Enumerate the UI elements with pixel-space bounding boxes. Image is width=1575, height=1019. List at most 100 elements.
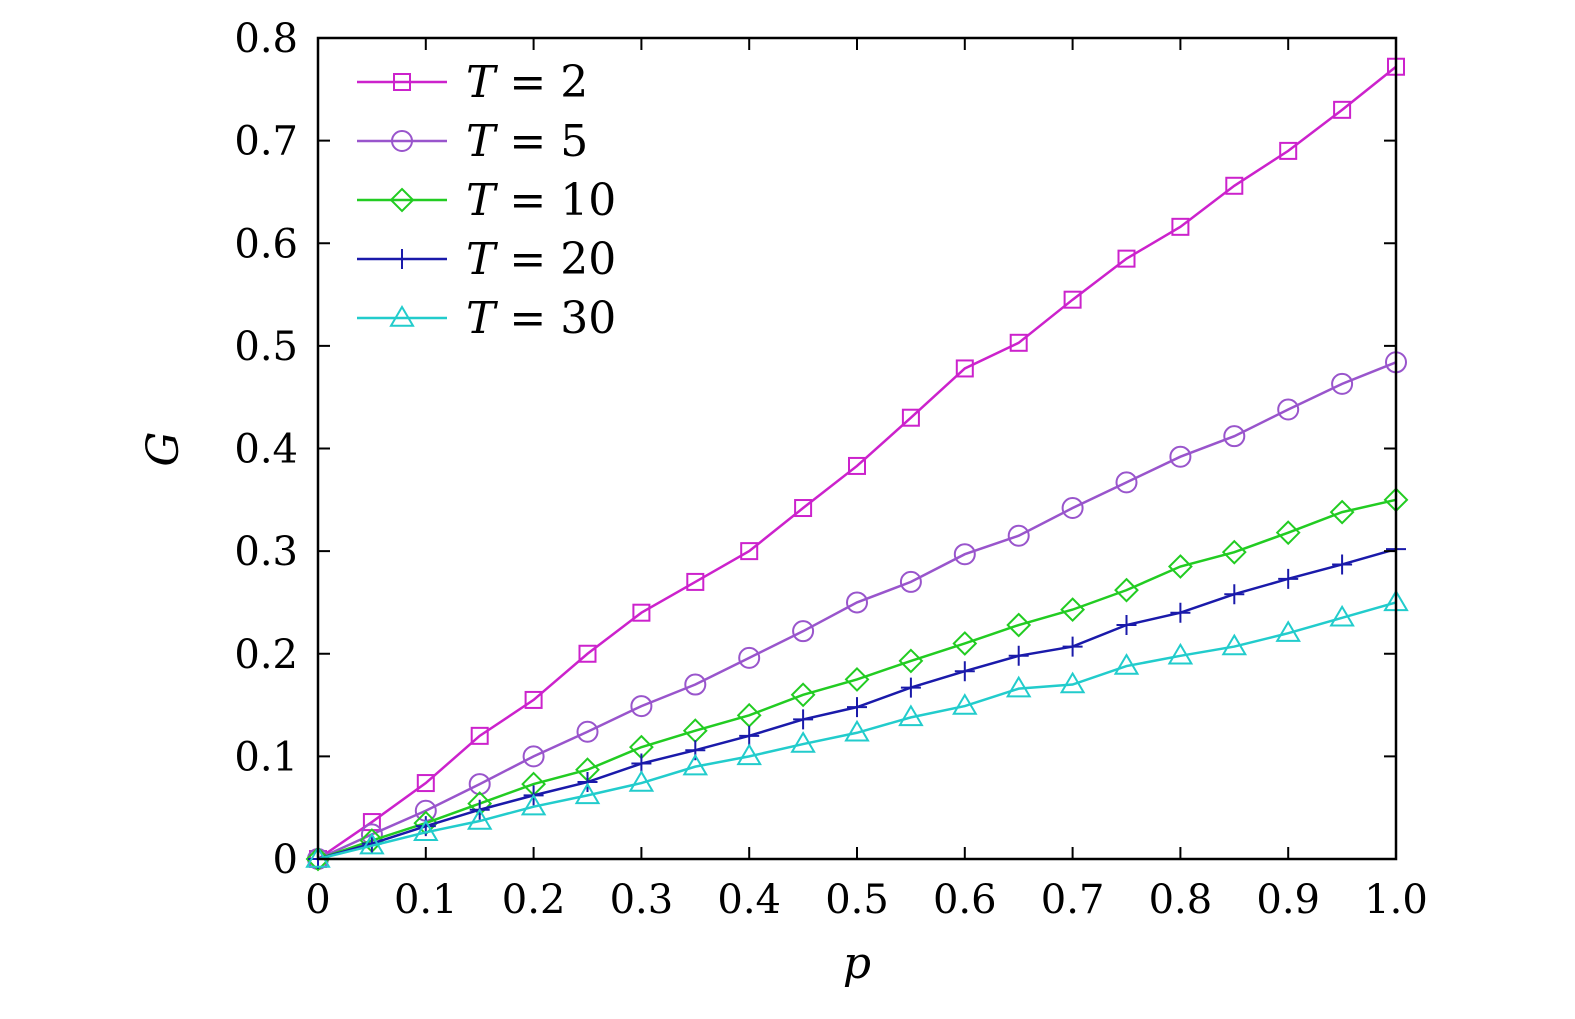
triangle-marker (898, 704, 924, 727)
square-marker (848, 456, 866, 475)
legend-value: 30 (560, 293, 616, 344)
plus-marker (1008, 645, 1029, 666)
plus-marker (392, 249, 412, 269)
triangle-marker (305, 846, 331, 868)
circle-marker (738, 646, 761, 669)
legend-equals: = (495, 57, 560, 108)
circle-marker (1115, 471, 1138, 494)
triangle-marker (1059, 671, 1086, 694)
y-tick-label: 0.8 (234, 16, 298, 62)
legend-label: T = 10 (466, 175, 616, 226)
legend-equals: = (495, 116, 560, 167)
diamond-marker (898, 648, 924, 674)
x-tick-label: 0.3 (610, 877, 674, 923)
triangle-marker (389, 305, 415, 327)
diamond-marker (1060, 597, 1086, 623)
diamond-marker (1114, 577, 1139, 603)
series-line (317, 361, 1397, 861)
triangle-marker (1005, 675, 1032, 698)
square-marker (470, 726, 489, 745)
tick-layer (317, 37, 1397, 860)
plus-marker (739, 725, 760, 746)
x-tick-label: 0 (305, 877, 330, 923)
triangle-marker (952, 693, 978, 715)
legend-equals: = (495, 234, 560, 285)
square-marker (1171, 217, 1190, 236)
legend-value: 10 (560, 175, 616, 226)
diamond-marker (1275, 520, 1301, 546)
x-tick-label: 0.8 (1149, 877, 1213, 923)
triangle-marker (790, 731, 816, 753)
x-tick-label: 1.0 (1364, 877, 1428, 923)
square-marker (632, 603, 651, 622)
x-tick-label: 0.2 (502, 877, 566, 923)
y-tick-label: 0.5 (234, 324, 298, 370)
triangle-marker (413, 819, 439, 842)
square-marker (578, 644, 597, 663)
circle-marker (1223, 425, 1246, 448)
legend-value: 2 (560, 57, 588, 108)
circle-marker (1277, 398, 1300, 421)
square-marker (524, 690, 543, 709)
x-axis-label: p (843, 938, 871, 989)
series-line (317, 498, 1397, 861)
y-tick-label: 0.1 (234, 734, 298, 780)
circle-marker (684, 673, 707, 696)
plus-marker (954, 661, 975, 682)
plus-marker (900, 677, 921, 698)
square-marker (740, 542, 759, 561)
square-marker (686, 572, 705, 591)
diamond-marker (1006, 612, 1032, 638)
legend-item: T = 5 (357, 116, 588, 167)
legend-label: T = 5 (466, 116, 588, 167)
plus-marker (1278, 568, 1299, 589)
x-tick-label: 0.1 (394, 877, 458, 923)
circle-marker (576, 720, 599, 743)
square-marker (1225, 176, 1244, 195)
square-marker (416, 774, 435, 793)
y-tick-label: 0.4 (234, 427, 298, 473)
square-marker (1063, 290, 1082, 309)
triangle-marker (574, 782, 601, 805)
series-line (317, 601, 1397, 861)
square-marker (901, 408, 920, 427)
triangle-marker (1221, 633, 1248, 656)
triangle-marker (359, 832, 385, 855)
legend-item: T = 10 (357, 175, 616, 226)
circle-marker (846, 591, 868, 614)
series-triangle (305, 589, 1409, 868)
square-marker (1009, 333, 1028, 352)
legend-label: T = 2 (466, 57, 588, 108)
y-tick-label: 0.6 (234, 221, 298, 267)
legend-variable: T (466, 175, 499, 226)
legend-variable: T (466, 293, 499, 344)
x-tick-label: 0.4 (717, 877, 781, 923)
square-marker (1117, 249, 1136, 268)
triangle-marker (1113, 653, 1140, 675)
legend-variable: T (466, 234, 499, 285)
plus-marker (1116, 615, 1137, 636)
legend-item: T = 30 (357, 293, 616, 344)
circle-marker (899, 570, 922, 593)
plus-marker (1332, 554, 1353, 575)
circle-marker (1169, 445, 1192, 468)
triangle-marker (520, 793, 547, 816)
circle-marker (792, 620, 815, 643)
circle-marker (1007, 524, 1030, 547)
legend-value: 5 (560, 116, 588, 167)
tick-label-layer: 0 0.1 0.2 0.3 0.4 0.5 0.6 0.7 0.8 0.9 1.0 0 0.1 0.2 0.… (234, 16, 1427, 923)
square-marker (1279, 141, 1298, 160)
series-circle (307, 351, 1407, 870)
circle-marker (468, 773, 491, 796)
square-marker (393, 73, 411, 91)
square-marker (1333, 100, 1352, 119)
plus-marker (847, 697, 867, 718)
diamond-marker (790, 682, 816, 708)
x-tick-label: 0.9 (1256, 877, 1320, 923)
y-tick-label: 0.2 (234, 632, 298, 678)
circle-marker (1331, 372, 1354, 395)
legend-value: 20 (560, 234, 616, 285)
legend-item: T = 2 (357, 57, 588, 108)
triangle-marker (682, 753, 709, 776)
